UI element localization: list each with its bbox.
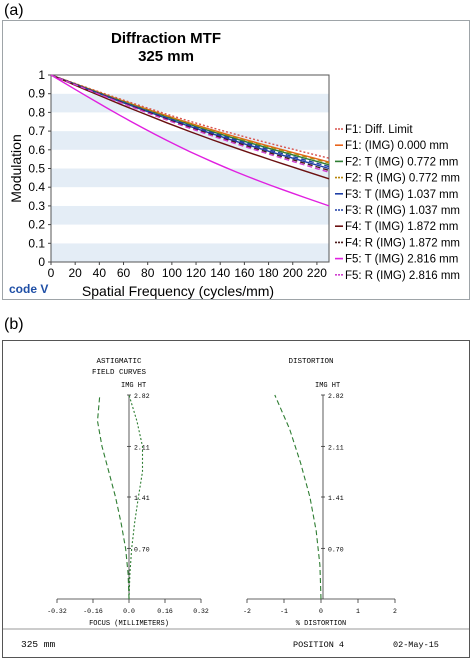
- distortion-y-tick-label: 2.11: [328, 444, 344, 451]
- field-axis-top-label: IMG HT: [121, 382, 146, 390]
- y-tick-label: 0.1: [28, 236, 45, 250]
- y-tick-label: 0.5: [28, 162, 45, 176]
- field-series-1: [96, 394, 130, 600]
- grid-band: [51, 243, 329, 262]
- grid-band: [51, 224, 329, 244]
- distortion-x-tick-label: -2: [243, 608, 251, 615]
- x-tick-label: 20: [68, 266, 82, 280]
- chart-title: Diffraction MTF: [111, 30, 221, 47]
- footer-left: 325 mm: [21, 639, 56, 650]
- legend-entry: F1: Diff. Limit: [345, 124, 413, 136]
- y-tick-label: 0.3: [28, 199, 45, 213]
- legend-entry: F1: (IMG) 0.000 mm: [345, 140, 449, 152]
- grid-band: [51, 75, 329, 94]
- y-tick-label: 0.8: [28, 105, 45, 119]
- field-x-tick-label: 0.16: [157, 608, 173, 615]
- legend-entry: F2: T (IMG) 0.772 mm: [345, 156, 458, 168]
- field-x-tick-label: 0.0: [123, 608, 135, 615]
- field-y-tick-label: 2.82: [134, 393, 150, 400]
- y-tick-label: 0: [38, 255, 45, 269]
- x-tick-label: 40: [93, 266, 107, 280]
- distortion-x-tick-label: 1: [356, 608, 360, 615]
- distortion-x-tick-label: 2: [393, 608, 397, 615]
- field-x-tick-label: -0.32: [47, 608, 67, 615]
- legend-entry: F3: R (IMG) 1.037 mm: [345, 205, 460, 217]
- legend-entry: F5: T (IMG) 2.816 mm: [345, 254, 458, 266]
- footer-right: 02-May-15: [393, 640, 439, 650]
- mtf-chart-panel: Diffraction MTF 325 mm 0 0.1 0.2 0.3 0.4 0.5 0.6…: [2, 20, 470, 300]
- field-and-distortion-chart: ASTIGMATIC FIELD CURVES IMG HT 0.70 1.41 2.11…: [3, 358, 469, 650]
- grid-band: [51, 93, 329, 113]
- grid-band: [51, 131, 329, 150]
- distortion-axis-top-label: IMG HT: [315, 382, 340, 390]
- field-x-tick-label: 0.32: [193, 608, 209, 615]
- distortion-y-tick-label: 1.41: [328, 495, 344, 502]
- field-y-tick-label: 2.11: [134, 444, 150, 451]
- panel-a-label: (a): [4, 2, 24, 19]
- x-tick-label: 140: [210, 266, 230, 280]
- distortion-x-tick-label: -1: [280, 608, 288, 615]
- y-tick-label: 0.9: [28, 87, 45, 101]
- x-tick-label: 220: [307, 266, 327, 280]
- x-tick-label: 180: [259, 266, 279, 280]
- y-tick-label: 0.7: [28, 124, 45, 138]
- x-tick-label: 120: [186, 266, 206, 280]
- legend-entry: F2: R (IMG) 0.772 mm: [345, 173, 460, 185]
- legend-entry: F4: T (IMG) 1.872 mm: [345, 221, 458, 233]
- chart-subtitle: 325 mm: [138, 48, 194, 65]
- legend-entry: F5: R (IMG) 2.816 mm: [345, 270, 460, 282]
- field-series-2: [128, 394, 144, 600]
- y-tick-label: 1: [38, 68, 45, 82]
- distortion-x-axis-label: % DISTORTION: [296, 620, 346, 628]
- x-axis-label: Spatial Frequency (cycles/mm): [82, 283, 274, 299]
- x-tick-label: 100: [162, 266, 182, 280]
- y-tick-label: 0.6: [28, 143, 45, 157]
- grid-band: [51, 168, 329, 188]
- field-x-axis-label: FOCUS (MILLIMETERS): [89, 620, 169, 628]
- x-tick-label: 160: [234, 266, 254, 280]
- legend-entry: F3: T (IMG) 1.037 mm: [345, 189, 458, 201]
- distortion-y-tick-label: 2.82: [328, 393, 344, 400]
- field-title: ASTIGMATIC: [96, 358, 142, 366]
- grid-band: [51, 112, 329, 132]
- grid-band: [51, 205, 329, 225]
- x-tick-label: 200: [283, 266, 303, 280]
- y-tick-label: 0.4: [28, 180, 45, 194]
- field-x-tick-label: -0.16: [83, 608, 103, 615]
- distortion-title: DISTORTION: [288, 358, 333, 366]
- distortion-series-1: [274, 394, 322, 600]
- field-y-tick-label: 1.41: [134, 495, 150, 502]
- x-tick-label: 0: [48, 266, 55, 280]
- codev-logo: code V: [9, 282, 48, 296]
- y-tick-label: 0.2: [28, 218, 45, 232]
- series-line-9: [50, 74, 330, 207]
- series-line-10: [50, 74, 330, 173]
- y-axis-label: Modulation: [8, 134, 24, 203]
- legend-entry: F4: R (IMG) 1.872 mm: [345, 237, 460, 249]
- distortion-x-tick-label: 0: [319, 608, 323, 615]
- grid-band: [51, 149, 329, 169]
- series-line-7: [50, 74, 330, 180]
- field-curves-panel: ASTIGMATIC FIELD CURVES IMG HT 0.70 1.41 2.11…: [2, 340, 470, 658]
- x-tick-label: 80: [141, 266, 155, 280]
- field-y-tick-label: 0.70: [134, 546, 150, 553]
- footer-center: POSITION 4: [293, 640, 344, 650]
- distortion-y-tick-label: 0.70: [328, 546, 344, 553]
- field-title: FIELD CURVES: [92, 369, 147, 377]
- grid-band: [51, 187, 329, 206]
- x-tick-label: 60: [117, 266, 131, 280]
- panel-b-label: (b): [4, 316, 24, 333]
